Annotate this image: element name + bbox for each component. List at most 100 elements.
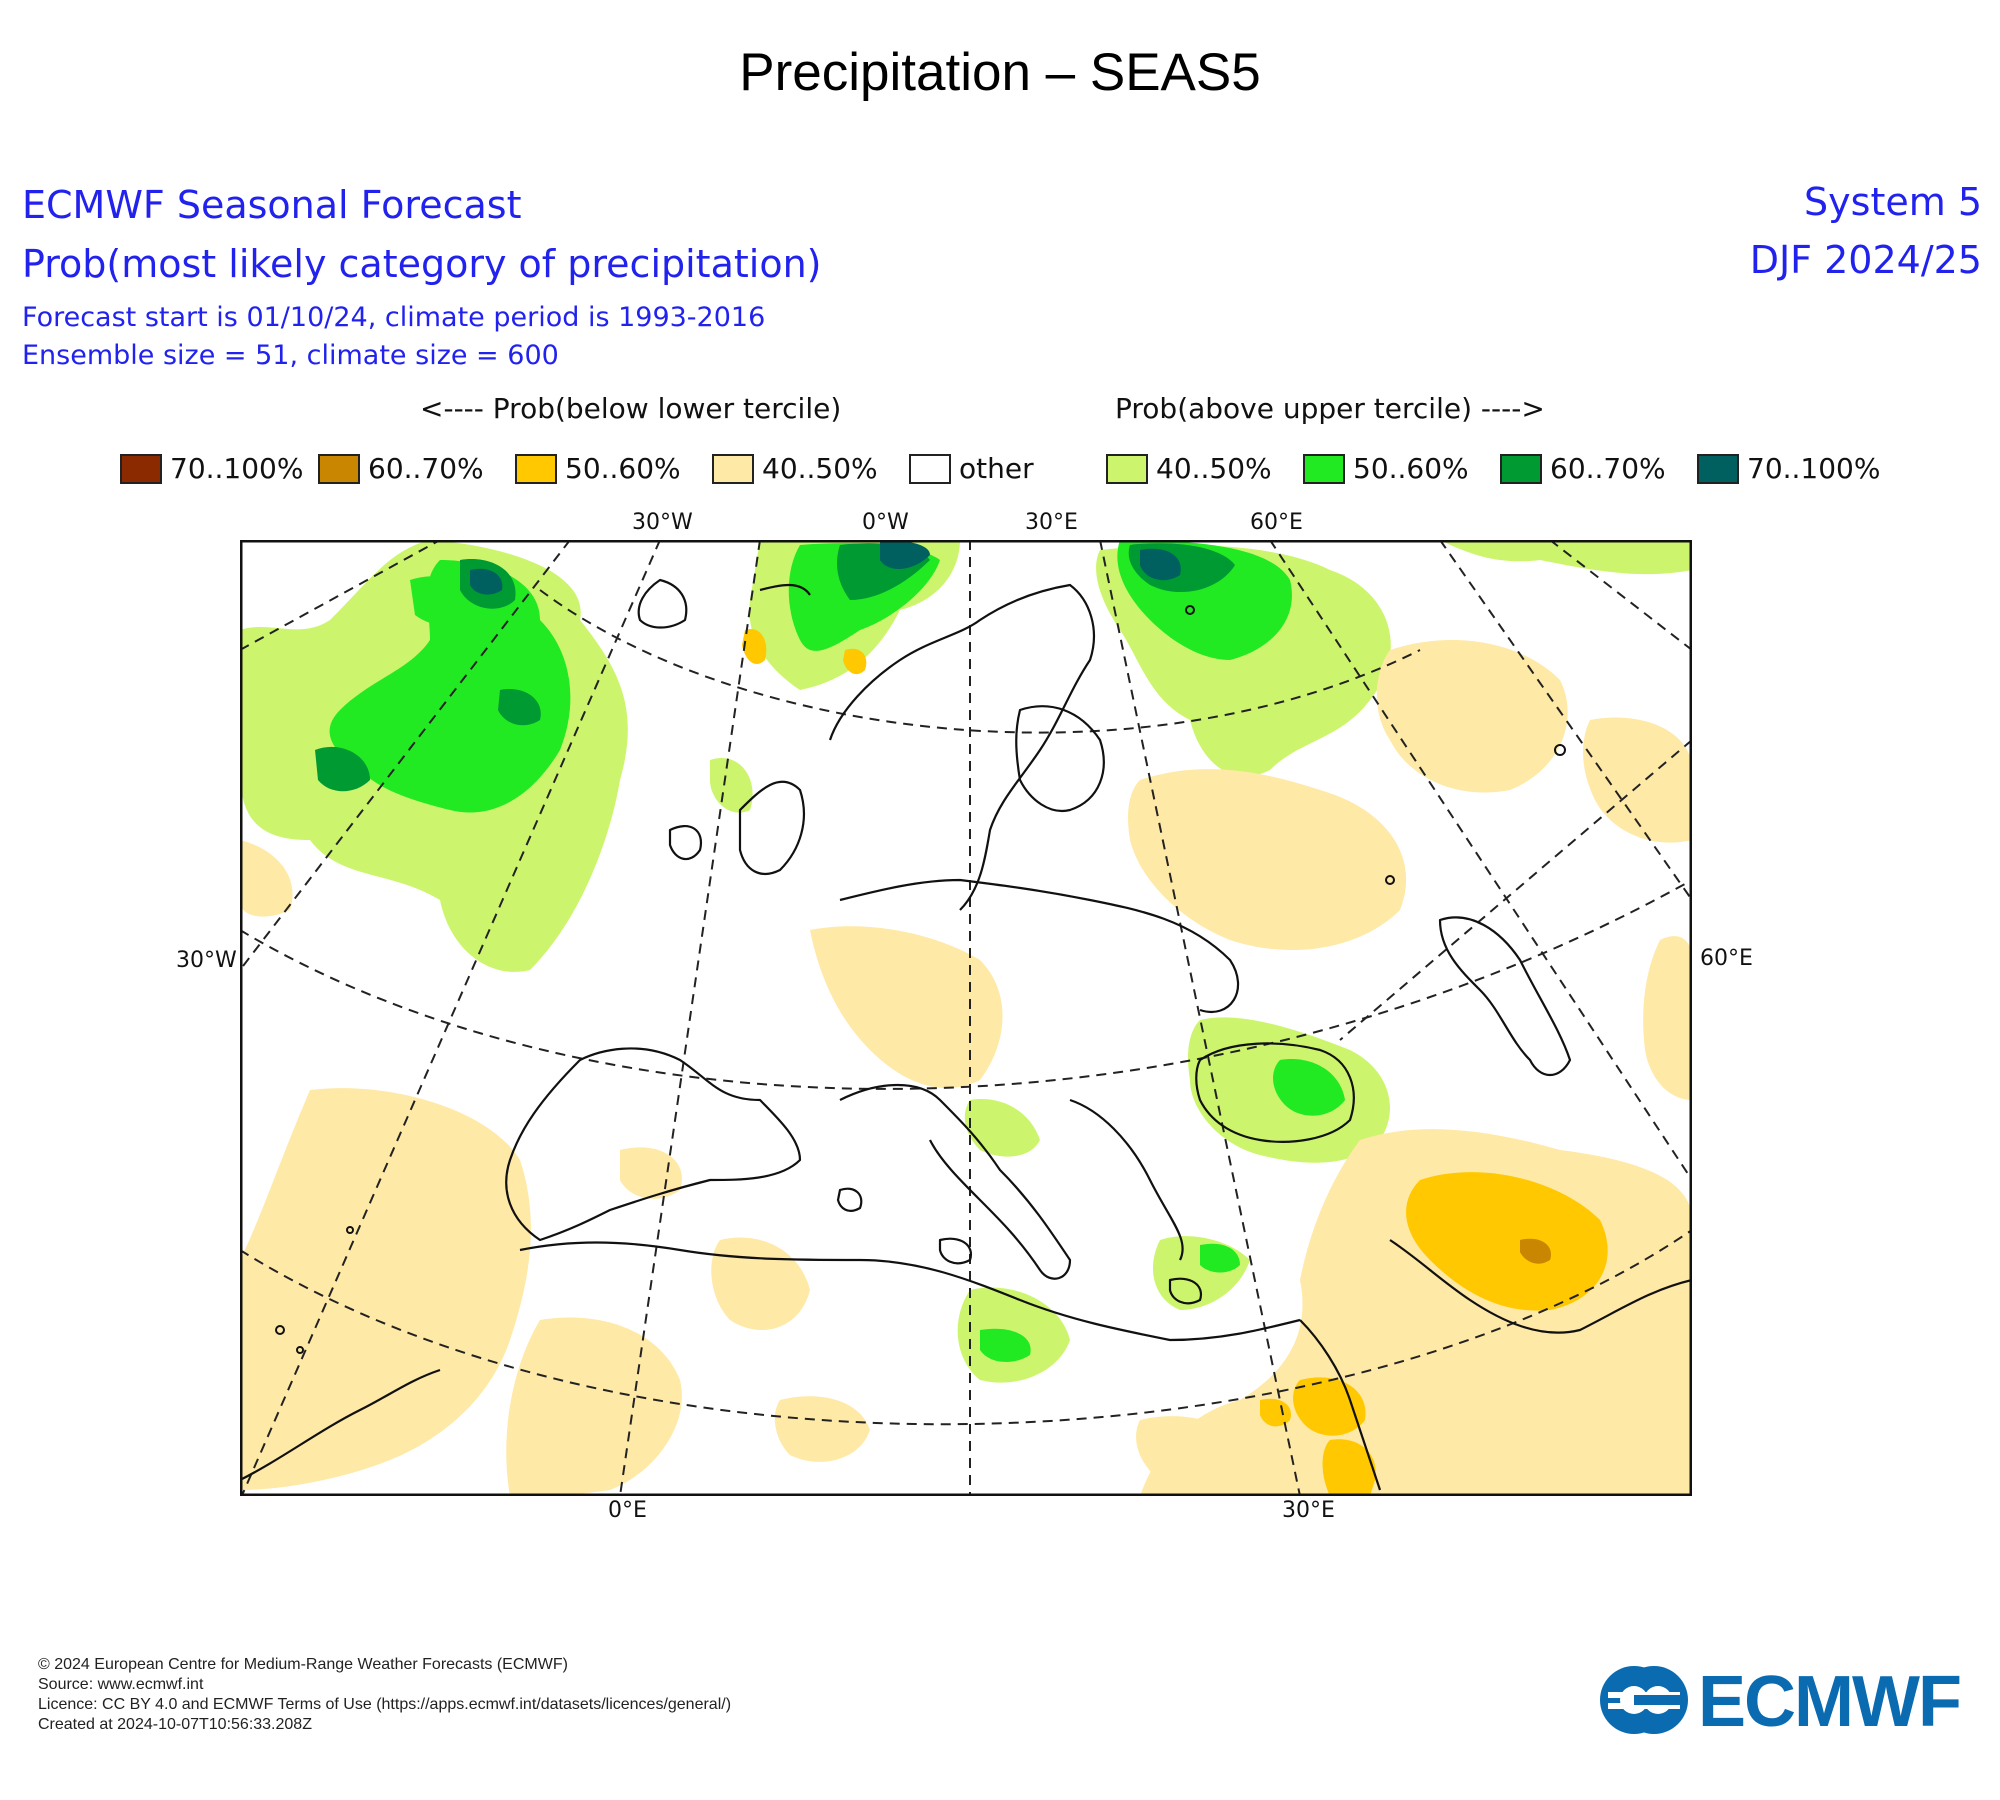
region-below-40 [1128, 769, 1407, 950]
graticule-meridian-30e [1269, 540, 1692, 1181]
island-marker [1185, 605, 1195, 615]
legend-label: 60..70% [1550, 452, 1666, 485]
above-tercile-regions [240, 540, 1692, 1440]
region-below-40 [711, 1237, 810, 1330]
legend-label: 40..50% [762, 452, 878, 485]
header-product-name: ECMWF Seasonal Forecast [22, 183, 522, 227]
region-above-60 [315, 746, 370, 792]
header-ensemble-size: Ensemble size = 51, climate size = 600 [22, 340, 559, 371]
coast-middle-east [1389, 1239, 1692, 1334]
coast-caspian-sea [1438, 916, 1572, 1076]
footer-created: Created at 2024-10-07T10:56:33.208Z [38, 1716, 312, 1733]
region-above-40 [1440, 540, 1692, 575]
legend-swatch [120, 454, 162, 484]
graticule-label-bottom-30e: 30°E [1282, 1498, 1335, 1523]
coast-iberia [505, 1047, 802, 1242]
ecmwf-logo: ECMWF [1598, 1662, 1976, 1742]
region-above-50 [1273, 1059, 1345, 1116]
graticule-label-top-0w: 0°W [862, 510, 909, 535]
islands [275, 605, 1566, 1354]
legend-label: 50..60% [565, 452, 681, 485]
graticule-label-top-30e: 30°E [1025, 510, 1078, 535]
header-forecast-start: Forecast start is 01/10/24, climate peri… [22, 302, 766, 333]
graticule-parallel-75n [240, 540, 441, 651]
coast-scandinavia [828, 583, 1095, 911]
legend-swatch [909, 454, 951, 484]
graticule-meridian-15w [619, 540, 761, 1496]
coast-great-britain [738, 780, 805, 876]
graticule-label-right-60e: 60°E [1700, 946, 1753, 971]
legend-below-heading: <---- Prob(below lower tercile) [420, 392, 842, 425]
region-above-50 [1200, 1243, 1240, 1273]
coast-black-sea [1195, 1042, 1355, 1143]
coast-red-sea-west [1299, 1319, 1382, 1491]
legend-label: 70..100% [170, 452, 304, 485]
region-above-60 [498, 689, 541, 726]
legend-label: 50..60% [1353, 452, 1469, 485]
coast-italy [839, 1084, 1072, 1280]
footer: © 2024 European Centre for Medium-Range … [38, 1655, 731, 1735]
legend-swatch [1106, 454, 1148, 484]
island-marker [275, 1325, 285, 1335]
graticule-meridian-30w-outer [240, 540, 661, 1496]
region-above-50 [980, 1328, 1031, 1362]
footer-licence: Licence: CC BY 4.0 and ECMWF Terms of Us… [38, 1696, 732, 1713]
map-frame [240, 540, 1692, 1496]
region-below-40 [240, 1088, 531, 1490]
graticule-parallel-75n-east [1549, 540, 1692, 651]
region-above-40 [710, 758, 753, 813]
coast-canary-region [240, 1368, 441, 1481]
region-below-40 [1643, 936, 1692, 1100]
ecmwf-logo-mark [1600, 1666, 1688, 1734]
coast-sicily [938, 1237, 973, 1265]
legend-above-heading: Prob(above upper tercile) ----> [1115, 392, 1545, 425]
region-above-40 [240, 698, 293, 755]
forecast-map [240, 540, 1692, 1496]
island-marker [1385, 875, 1395, 885]
region-below-60 [1520, 1238, 1551, 1264]
legend-label: 60..70% [368, 452, 484, 485]
legend-swatch [318, 454, 360, 484]
coast-ireland [668, 824, 703, 861]
region-above-50 [329, 560, 571, 813]
graticule-meridian-45e [1439, 540, 1692, 901]
legend-swatch [515, 454, 557, 484]
region-below-40 [620, 1147, 682, 1199]
graticule-meridian-60e [1339, 739, 1692, 1041]
ecmwf-logo-text: ECMWF [1698, 1662, 1962, 1742]
legend-swatch [1697, 454, 1739, 484]
region-below-50 [742, 629, 767, 665]
graticule-label-left-30w: 30°W [176, 948, 237, 973]
region-below-40 [1376, 640, 1568, 793]
legend-label: 40..50% [1156, 452, 1272, 485]
coast-sardinia [836, 1187, 863, 1212]
region-below-40 [240, 840, 293, 917]
coast-crete [1168, 1277, 1203, 1305]
region-below-40 [1136, 1416, 1240, 1481]
forecast-map-canvas [240, 540, 1692, 1496]
region-below-50 [1322, 1439, 1376, 1496]
region-below-50 [1406, 1172, 1608, 1311]
region-above-70 [1140, 548, 1181, 581]
region-below-40 [810, 926, 1003, 1089]
page-title: Precipitation – SEAS5 [739, 43, 1261, 102]
region-above-70 [470, 568, 503, 595]
coast-balkans [1069, 1098, 1184, 1261]
coastlines [240, 578, 1692, 1491]
footer-source: Source: www.ecmwf.int [38, 1676, 204, 1693]
header-season: DJF 2024/25 [1749, 238, 1982, 282]
island-marker [1554, 744, 1566, 756]
coast-iceland [637, 578, 688, 629]
graticule-label-top-30w: 30°W [632, 510, 693, 535]
graticule-label-bottom-0e: 0°E [608, 1498, 647, 1523]
footer-copyright: © 2024 European Centre for Medium-Range … [38, 1656, 568, 1673]
legend-swatch [1500, 454, 1542, 484]
graticule-meridian-15e [1099, 540, 1301, 1496]
header-product-description: Prob(most likely category of precipitati… [22, 242, 822, 286]
coast-jan-mayen [759, 583, 811, 596]
region-below-40 [774, 1396, 870, 1462]
island-marker [346, 1226, 354, 1234]
coast-north-africa [519, 1241, 1301, 1342]
island-marker [296, 1346, 304, 1354]
legend-label: other [959, 452, 1034, 485]
